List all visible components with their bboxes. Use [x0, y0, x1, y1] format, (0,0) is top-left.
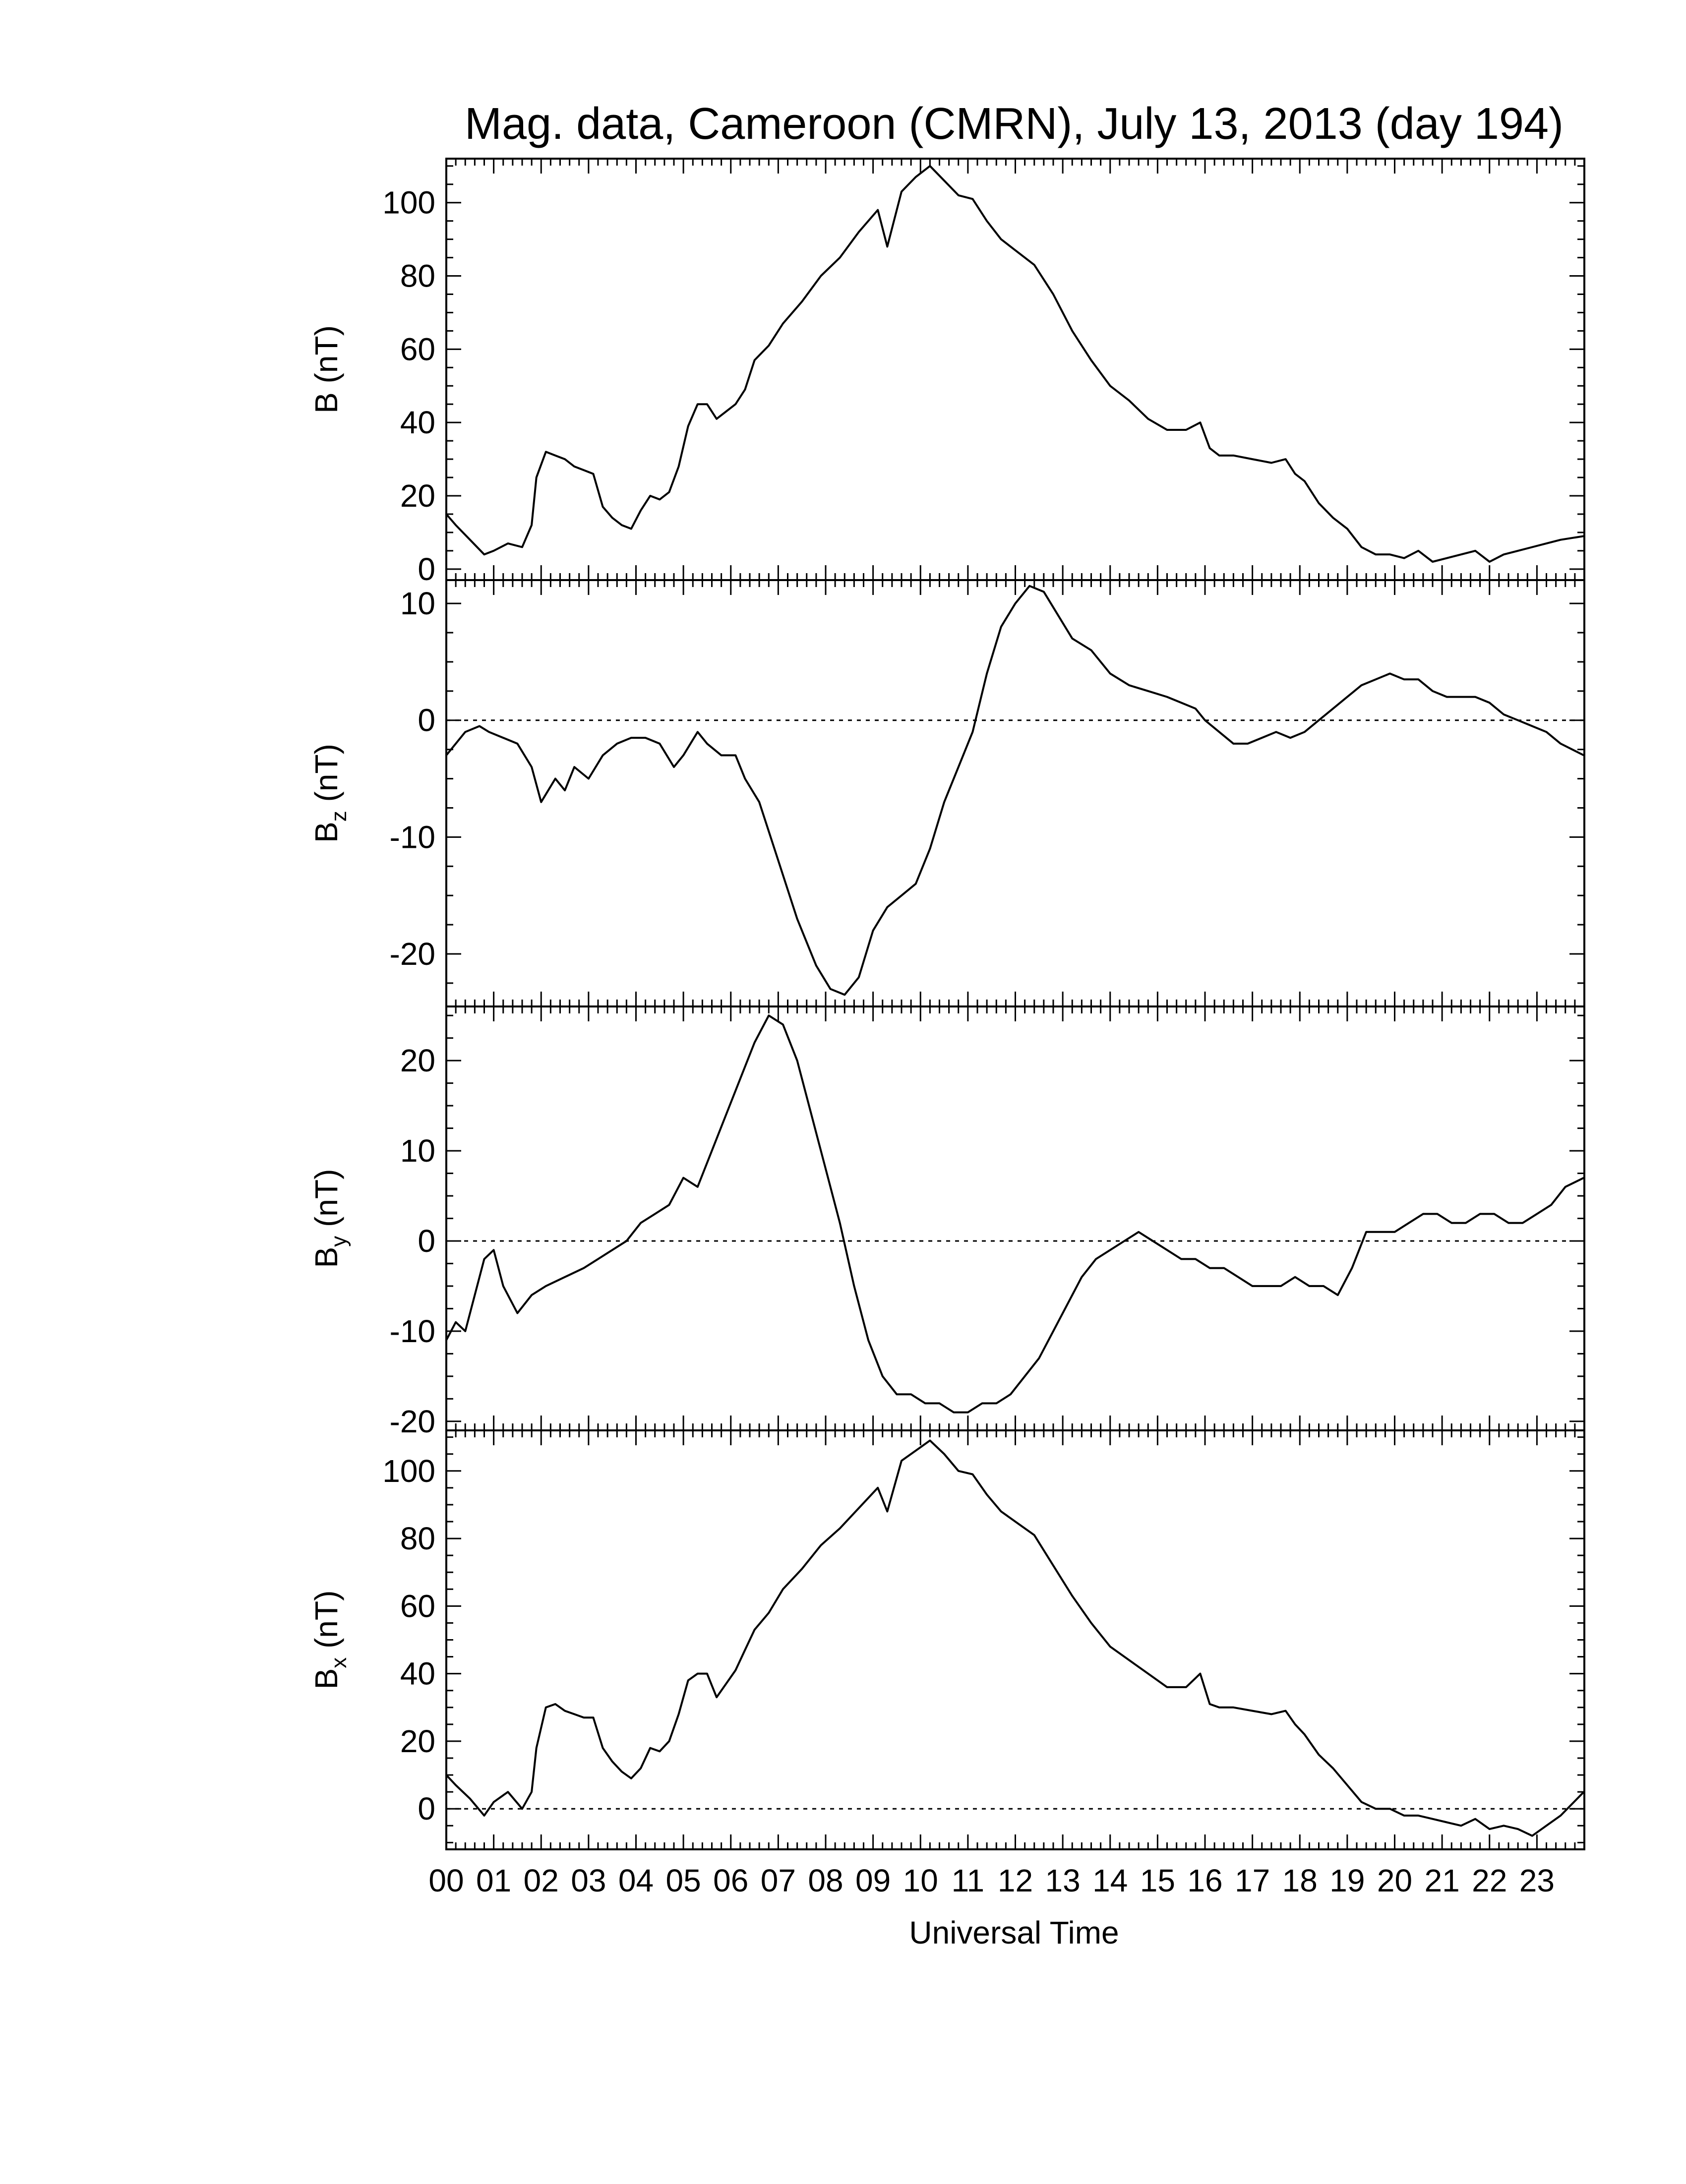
y-tick-label: -10 [390, 819, 436, 855]
y-axis-label-main: B [308, 822, 344, 843]
x-tick-label: 17 [1235, 1863, 1270, 1898]
y-tick-label: -10 [390, 1313, 436, 1349]
y-tick-label: 40 [400, 405, 435, 440]
panel-By: -20 -10 0 10 20 By (nT) [308, 1005, 1585, 1439]
x-tick-label: 09 [855, 1863, 891, 1898]
panel-frame-Bx [445, 1429, 1585, 1850]
x-tick-label: 18 [1282, 1863, 1318, 1898]
y-tick-label: -20 [390, 1404, 436, 1439]
x-tick-label: 08 [808, 1863, 843, 1898]
x-tick-label: 15 [1140, 1863, 1175, 1898]
series-line-B [445, 165, 1585, 563]
x-tick-label: 07 [761, 1863, 796, 1898]
y-tick-label: 80 [400, 258, 435, 294]
x-tick-label: 04 [618, 1863, 654, 1898]
y-axis-label-unit: (nT) [308, 325, 344, 392]
x-tick-label: 23 [1519, 1863, 1555, 1898]
panel-frame-Bz [445, 579, 1585, 1007]
y-axis-label-By: By (nT) [308, 1169, 351, 1268]
y-tick-label: 20 [400, 1043, 435, 1078]
series-line-Bz [445, 585, 1585, 996]
panel-Bz: -20 -10 0 10 Bz (nT) [308, 579, 1585, 1007]
y-tick-label: 10 [400, 1133, 435, 1169]
y-tick-label: 80 [400, 1521, 435, 1556]
y-tick-label: 20 [400, 478, 435, 514]
x-tick-label: 03 [571, 1863, 606, 1898]
panel-frame-By [445, 1005, 1585, 1431]
y-axis-label-main: B [308, 1247, 344, 1268]
y-tick-label: 100 [382, 185, 435, 221]
x-tick-label: 22 [1472, 1863, 1507, 1898]
x-tick-label: 00 [428, 1863, 464, 1898]
panel-Bx: 0 20 40 60 80 100 Bx (nT) [308, 1429, 1585, 1850]
x-tick-label: 05 [666, 1863, 701, 1898]
y-axis-label-unit: (nT) [308, 1169, 344, 1236]
x-tick-label: 10 [903, 1863, 938, 1898]
y-tick-label: 100 [382, 1453, 435, 1489]
x-tick-label: 19 [1329, 1863, 1365, 1898]
series-line-By [445, 1014, 1585, 1414]
y-axis-label-Bz: Bz (nT) [308, 744, 351, 843]
y-axis-label-unit: (nT) [308, 1591, 344, 1657]
y-tick-label: 0 [418, 703, 435, 738]
panel-B: 0 20 40 60 80 100 B (nT) [308, 158, 1585, 587]
x-tick-label: 14 [1092, 1863, 1128, 1898]
y-tick-label: 10 [400, 586, 435, 621]
y-axis-label-B: B (nT) [308, 325, 344, 413]
x-axis-label: Universal Time [909, 1915, 1119, 1950]
y-axis-label-sub: x [327, 1657, 351, 1668]
x-tick-label: 06 [713, 1863, 748, 1898]
chart-title: Mag. data, Cameroon (CMRN), July 13, 201… [465, 99, 1564, 149]
y-axis-label-main: B [308, 1668, 344, 1690]
y-axis-label-unit: (nT) [308, 744, 344, 811]
y-axis-label-sub: z [327, 811, 351, 822]
y-tick-label: 0 [418, 1791, 435, 1827]
series-line-Bx [445, 1439, 1585, 1837]
y-tick-label: 60 [400, 331, 435, 367]
y-tick-label: -20 [390, 936, 436, 972]
y-tick-label: 0 [418, 551, 435, 587]
y-tick-label: 60 [400, 1588, 435, 1624]
x-tick-label: 11 [952, 1863, 984, 1898]
x-tick-label: 02 [524, 1863, 559, 1898]
x-tick-label: 21 [1425, 1863, 1460, 1898]
x-tick-label: 13 [1045, 1863, 1081, 1898]
x-tick-label: 12 [998, 1863, 1033, 1898]
x-tick-label: 16 [1187, 1863, 1222, 1898]
y-axis-label-Bx: Bx (nT) [308, 1591, 351, 1690]
y-tick-label: 0 [418, 1223, 435, 1259]
y-axis-label-main: B [308, 392, 344, 413]
x-tick-label: 20 [1377, 1863, 1412, 1898]
y-tick-label: 20 [400, 1723, 435, 1759]
x-tick-label: 01 [476, 1863, 511, 1898]
y-tick-label: 40 [400, 1656, 435, 1692]
y-axis-label-sub: y [327, 1236, 351, 1247]
panel-frame-B [445, 158, 1585, 581]
